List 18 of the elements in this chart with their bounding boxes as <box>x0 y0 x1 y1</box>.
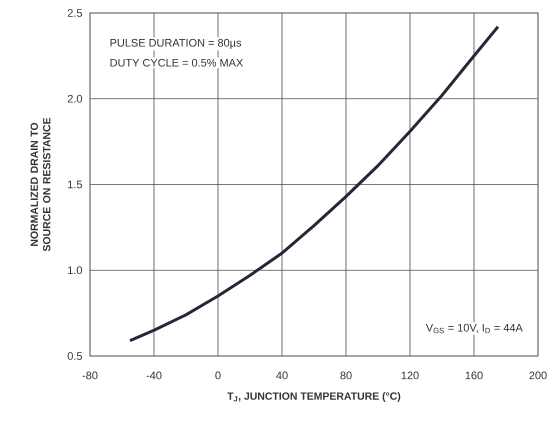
y-tick-label: 1.0 <box>68 266 82 274</box>
x-tick-label: -80 <box>82 372 98 380</box>
annotation: V$_{GS}$ = 10V, I$_{D}$ = 44A <box>426 324 523 334</box>
annotation: DUTY CYCLE = 0.5% MAX <box>110 58 244 67</box>
x-tick-label: 80 <box>340 372 352 380</box>
y-tick-label: 2.0 <box>68 94 82 103</box>
y-tick-label: 1.5 <box>68 180 82 188</box>
x-tick-label: 40 <box>276 372 288 380</box>
x-axis-title: T$_{J}$, JUNCTION TEMPERATURE (°C) <box>227 392 400 402</box>
x-tick-label: 200 <box>529 372 547 380</box>
x-tick-label: 160 <box>466 372 483 380</box>
y-tick-label: 2.5 <box>68 9 82 17</box>
x-tick-label: 0 <box>215 372 221 380</box>
x-tick-label: 120 <box>402 372 419 380</box>
y-axis-title: NORMALIZED DRAIN TO SOURCE ON RESISTANCE <box>30 118 50 252</box>
annotation: PULSE DURATION = 80µs <box>110 38 242 49</box>
y-tick-label: 0.5 <box>68 352 82 360</box>
x-tick-label: -40 <box>146 372 162 380</box>
